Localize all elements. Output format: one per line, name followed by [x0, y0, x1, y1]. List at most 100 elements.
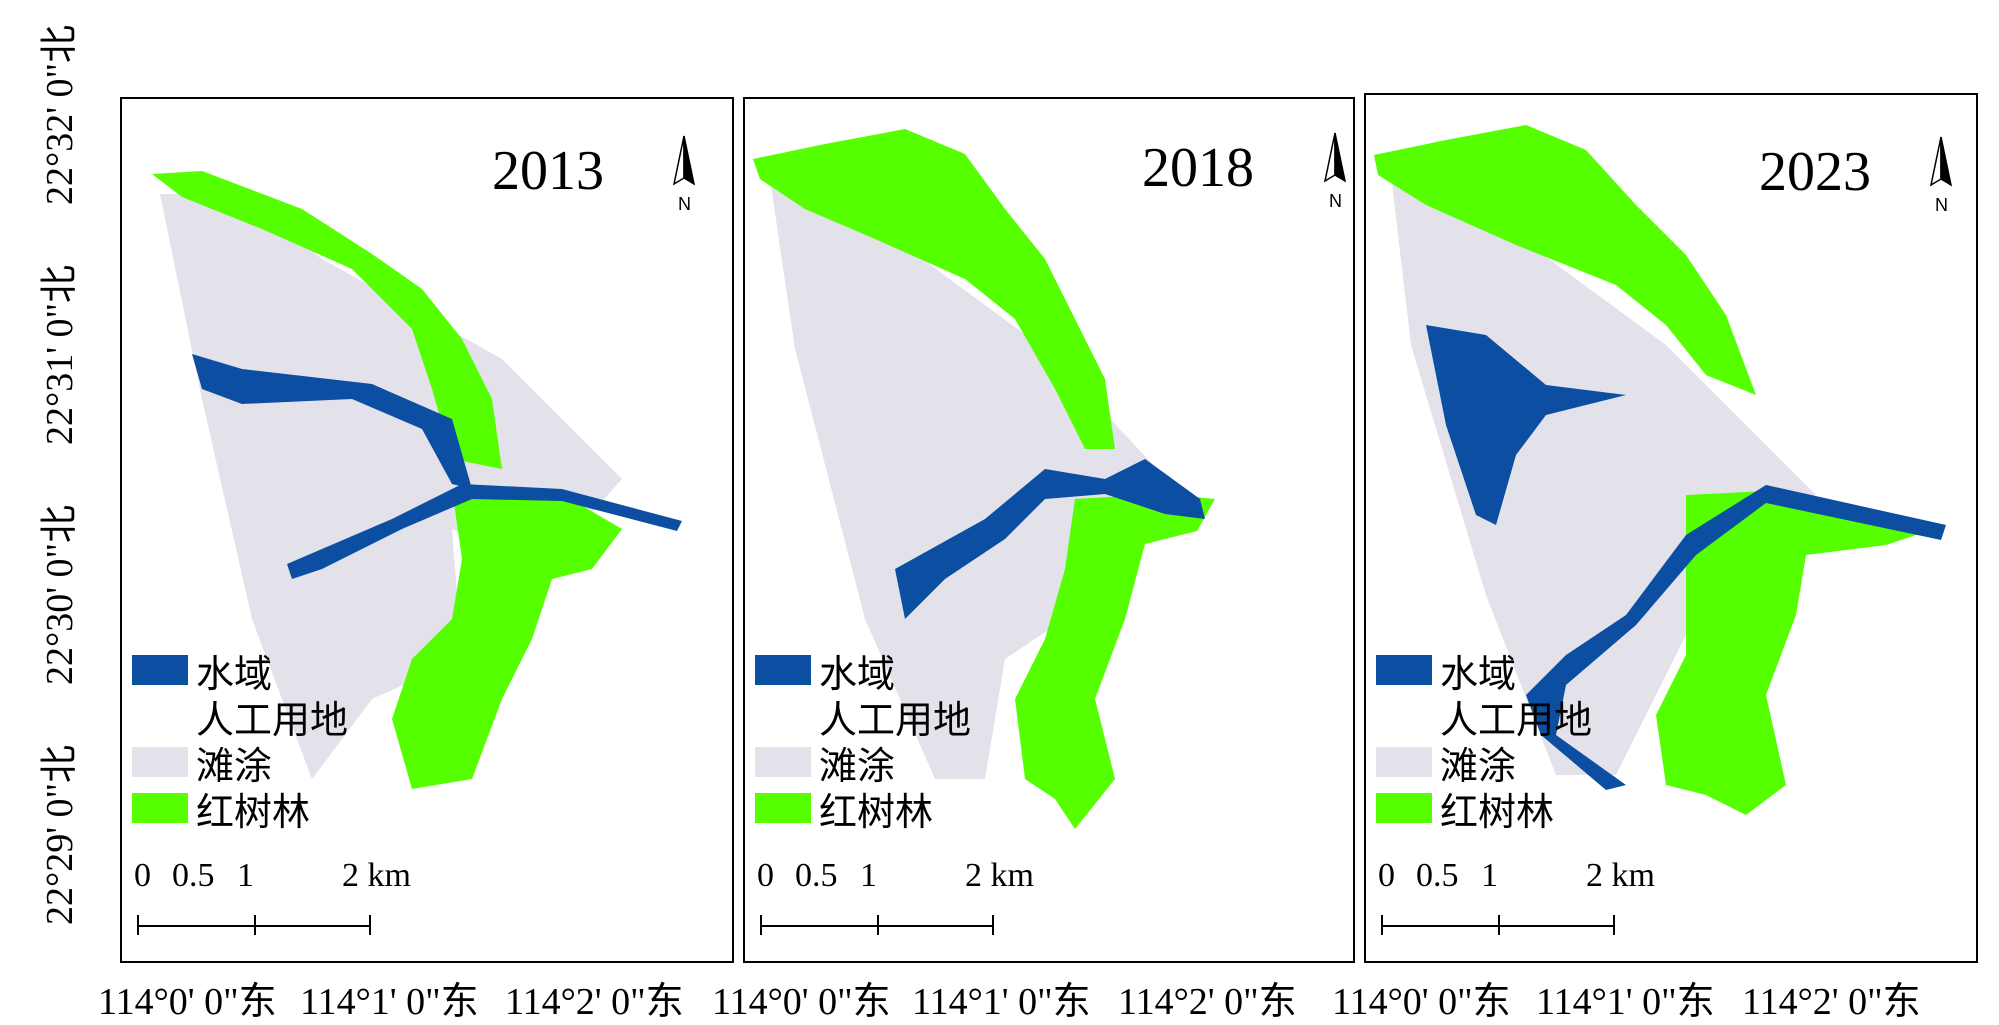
mudflat-swatch	[132, 747, 188, 777]
lat-label-4: 22°29' 0"北	[39, 744, 81, 925]
mangrove-south	[1015, 494, 1215, 829]
map-panel-2013: 2013 N 水域 人工用地 滩涂 红树林 0 0.5 1 2 km	[120, 97, 734, 963]
legend-item-artificial-land: 人工用地	[1376, 693, 1592, 742]
mangrove-north	[1374, 125, 1756, 395]
north-letter: N	[678, 194, 691, 214]
water-channel-main	[287, 484, 682, 579]
legend-label: 人工用地	[1440, 699, 1593, 742]
scale-label-0-5: 0.5	[795, 857, 838, 894]
scale-label-1: 1	[1481, 857, 1498, 894]
land-cover-map	[753, 129, 1215, 829]
legend-item-mangrove: 红树林	[1376, 785, 1592, 834]
lat-label-1: 22°32' 0"北	[39, 24, 81, 205]
legend-label: 红树林	[1440, 791, 1555, 834]
scale-tick	[877, 915, 879, 935]
legend-item-mudflat: 滩涂	[755, 739, 971, 788]
map-panel-2018: 2018 N 水域 人工用地 滩涂 红树林 0 0.5 1 2 km	[743, 97, 1355, 963]
water-swatch	[132, 655, 188, 685]
legend-label: 红树林	[196, 791, 311, 834]
lon-label-2: 114°1' 0"东	[300, 981, 479, 1023]
legend-item-water: 水域	[1376, 647, 1592, 696]
legend-label: 滩涂	[196, 745, 273, 788]
lon-label-8: 114°1' 0"东	[1536, 981, 1715, 1023]
scale-label-1: 1	[860, 857, 877, 894]
scale-tick	[254, 915, 256, 935]
mudflat-swatch	[755, 747, 811, 777]
north-letter: N	[1329, 191, 1342, 211]
scale-tick	[760, 915, 762, 935]
scale-tick	[1613, 915, 1615, 935]
scale-label-0: 0	[134, 857, 151, 894]
scale-tick	[137, 915, 139, 935]
lon-label-5: 114°1' 0"东	[912, 981, 1091, 1023]
map-panel-2023: 2023 N 水域 人工用地 滩涂 红树林 0 0.5 1 2 km	[1364, 93, 1978, 963]
scale-label-0: 0	[757, 857, 774, 894]
lon-label-7: 114°0' 0"东	[1332, 981, 1511, 1023]
lon-label-4: 114°0' 0"东	[712, 981, 891, 1023]
legend-item-mangrove: 红树林	[132, 785, 348, 834]
water-channel-main	[895, 459, 1205, 619]
scale-label-0-5: 0.5	[1416, 857, 1459, 894]
legend-item-artificial-land: 人工用地	[132, 693, 348, 742]
legend-label: 滩涂	[1440, 745, 1517, 788]
scale-tick	[1498, 915, 1500, 935]
water-channel-west	[192, 354, 472, 489]
legend-label: 水域	[196, 653, 273, 696]
legend-label: 人工用地	[819, 699, 972, 742]
mudflat-area	[770, 179, 1185, 779]
mangrove-south	[1656, 490, 1946, 815]
north-arrow-icon: N	[1323, 132, 1347, 211]
lat-label-3: 22°30' 0"北	[39, 504, 81, 685]
scale-label-0-5: 0.5	[172, 857, 215, 894]
legend: 水域 人工用地 滩涂 红树林	[755, 647, 971, 834]
panel-year: 2013	[492, 140, 604, 202]
scale-label-2km: 2 km	[342, 857, 411, 894]
scale-bar: 0 0.5 1 2 km	[757, 857, 1034, 947]
legend-item-mudflat: 滩涂	[132, 739, 348, 788]
legend-item-mudflat: 滩涂	[1376, 739, 1592, 788]
lon-label-9: 114°2' 0"东	[1742, 981, 1921, 1023]
scale-label-2km: 2 km	[965, 857, 1034, 894]
mangrove-north	[753, 129, 1115, 449]
panel-year: 2023	[1759, 141, 1871, 203]
water-channel-main	[1526, 485, 1946, 790]
scale-bar: 0 0.5 1 2 km	[134, 857, 411, 947]
lon-label-3: 114°2' 0"东	[505, 981, 684, 1023]
artificial-land-swatch	[1376, 701, 1432, 731]
lon-label-1: 114°0' 0"东	[98, 981, 277, 1023]
scale-label-1: 1	[237, 857, 254, 894]
mangrove-swatch	[1376, 793, 1432, 823]
panel-year: 2018	[1142, 137, 1254, 199]
legend-label: 人工用地	[196, 699, 349, 742]
scale-tick	[992, 915, 994, 935]
scale-tick	[369, 915, 371, 935]
lat-label-2: 22°31' 0"北	[39, 264, 81, 445]
artificial-land-swatch	[755, 701, 811, 731]
scale-label-2km: 2 km	[1586, 857, 1655, 894]
land-cover-map	[1374, 125, 1946, 815]
legend: 水域 人工用地 滩涂 红树林	[1376, 647, 1592, 834]
legend-label: 红树林	[819, 791, 934, 834]
water-swatch	[755, 655, 811, 685]
north-letter: N	[1935, 195, 1948, 215]
scale-tick	[1381, 915, 1383, 935]
mudflat-area	[160, 194, 622, 779]
lon-label-6: 114°2' 0"东	[1118, 981, 1297, 1023]
scale-label-0: 0	[1378, 857, 1395, 894]
mudflat-swatch	[1376, 747, 1432, 777]
legend-label: 水域	[819, 653, 896, 696]
artificial-land-swatch	[132, 701, 188, 731]
legend-item-artificial-land: 人工用地	[755, 693, 971, 742]
legend-label: 水域	[1440, 653, 1517, 696]
land-cover-map	[152, 171, 682, 789]
legend: 水域 人工用地 滩涂 红树林	[132, 647, 348, 834]
legend-label: 滩涂	[819, 745, 896, 788]
legend-item-mangrove: 红树林	[755, 785, 971, 834]
mangrove-swatch	[132, 793, 188, 823]
legend-item-water: 水域	[755, 647, 971, 696]
mudflat-area	[1391, 175, 1816, 775]
north-arrow-icon: N	[672, 135, 696, 214]
mangrove-north	[152, 171, 502, 469]
north-arrow-icon: N	[1929, 136, 1953, 215]
legend-item-water: 水域	[132, 647, 348, 696]
